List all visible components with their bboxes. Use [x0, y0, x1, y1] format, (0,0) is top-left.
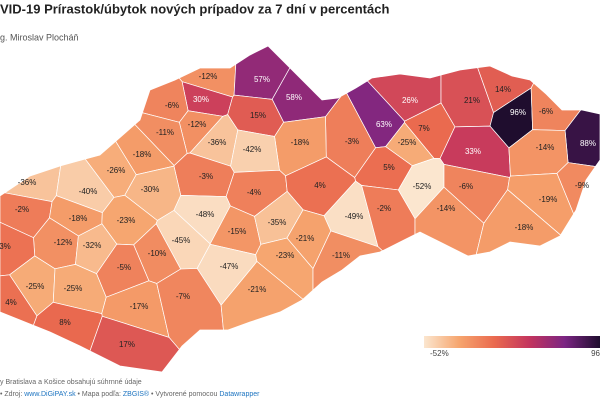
district-label: -45% — [172, 236, 191, 245]
district-label: 8% — [59, 318, 71, 327]
district-label: -2% — [15, 205, 29, 214]
district-label: 26% — [402, 96, 418, 105]
district-label: -49% — [345, 212, 364, 221]
district-label: 96% — [510, 108, 526, 117]
district — [361, 185, 416, 252]
district-label: -4% — [247, 188, 261, 197]
district-label: 17% — [119, 340, 135, 349]
district-label: -14% — [437, 204, 456, 213]
district-label: -21% — [248, 285, 267, 294]
district — [89, 315, 180, 373]
district-label: 30% — [193, 95, 209, 104]
district-label: -26% — [107, 166, 126, 175]
district-label: -48% — [196, 210, 215, 219]
footer-source-part: • Vytvorené pomocou — [149, 391, 219, 398]
district-label: -36% — [208, 138, 227, 147]
district-label: -35% — [268, 218, 287, 227]
legend-bar — [424, 336, 600, 348]
district-label: 4% — [314, 181, 326, 190]
district-label: -18% — [133, 150, 152, 159]
district-label: -25% — [26, 282, 45, 291]
district-label: -5% — [117, 263, 131, 272]
district — [32, 301, 103, 352]
district-label: -12% — [199, 72, 218, 81]
district — [220, 260, 304, 331]
district-label: 63% — [376, 120, 392, 129]
district-label: 4% — [5, 298, 17, 307]
district-label: -42% — [243, 145, 262, 154]
district-label: -11% — [332, 251, 350, 260]
district-label: -52% — [413, 182, 432, 191]
footer-source: • Zdroj: www.DiGiPAY.sk • Mapa podľa: ZB… — [0, 390, 260, 398]
district-label: -18% — [515, 223, 534, 232]
district-label: -19% — [539, 195, 558, 204]
district-label: -25% — [398, 138, 417, 147]
district — [156, 268, 224, 350]
district-label: 15% — [250, 111, 266, 120]
district-label: -17% — [130, 302, 149, 311]
footer-source-part: ZBGIS® — [123, 390, 150, 398]
district-label: 57% — [254, 75, 270, 84]
footer-source-part: • Mapa podľa: — [76, 391, 123, 398]
legend-max: 96 — [591, 349, 600, 358]
district-label: -23% — [276, 251, 295, 260]
district-label: -18% — [291, 138, 310, 147]
footer-note: y Bratislava a Košice obsahujú súhrnné ú… — [0, 379, 142, 386]
footer-source-part: Datawrapper — [219, 391, 260, 398]
district-label: -11% — [156, 128, 174, 137]
district-label: -3% — [199, 172, 213, 181]
district-label: 58% — [286, 93, 302, 102]
district-label: -12% — [54, 238, 73, 247]
district-label: -18% — [69, 214, 88, 223]
district-label: -10% — [148, 249, 167, 258]
district — [475, 189, 562, 255]
district-label: -23% — [117, 216, 136, 225]
district-label: 7% — [418, 124, 430, 133]
district-label: 14% — [495, 85, 511, 94]
district-label: 21% — [464, 96, 480, 105]
district-label: 33% — [465, 147, 481, 156]
district — [414, 186, 485, 257]
footer-source-part: www.DiGiPAY.sk — [23, 391, 76, 398]
byline: g. Miroslav Plocháň — [0, 32, 79, 42]
district-label: -6% — [165, 101, 179, 110]
district-label: -32% — [83, 241, 102, 250]
district-label: -30% — [141, 185, 160, 194]
title: VID-19 Prírastok/úbytok nových prípadov … — [0, 1, 389, 16]
district-label: 5% — [383, 163, 395, 172]
district-label: 88% — [580, 139, 596, 148]
district-label: -3% — [345, 137, 359, 146]
legend-min: -52% — [430, 349, 449, 358]
district-label: -9% — [575, 181, 589, 190]
district-label: -36% — [18, 178, 37, 187]
district-label: -25% — [64, 284, 83, 293]
district-label: -15% — [228, 227, 247, 236]
district-label: -14% — [536, 143, 555, 152]
district-label: -40% — [79, 187, 98, 196]
district-label: 3% — [0, 242, 11, 251]
district — [312, 230, 384, 291]
district-label: -2% — [377, 204, 391, 213]
district-label: -6% — [539, 107, 553, 116]
district-label: -12% — [188, 120, 207, 129]
district-label: -6% — [459, 182, 473, 191]
district-label: -21% — [296, 234, 315, 243]
district-label: -47% — [220, 262, 239, 271]
district-label: -7% — [176, 292, 190, 301]
footer-source-part: • Zdroj: — [0, 391, 24, 398]
